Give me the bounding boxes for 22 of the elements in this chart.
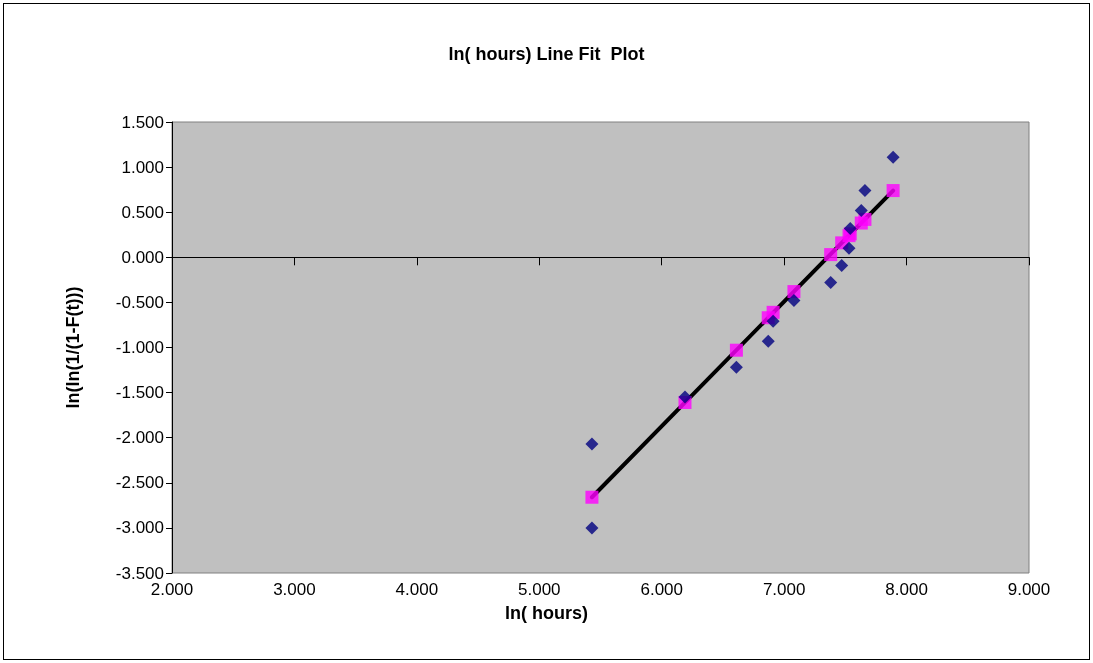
- x-tick-label: 9.000: [1007, 580, 1051, 599]
- y-tick-label: 0.500: [121, 202, 164, 222]
- y-tick-label: -3.000: [115, 518, 164, 538]
- y-tick-label: -3.500: [115, 563, 164, 583]
- y-tick-label: 1.500: [121, 112, 164, 132]
- y-axis-title: ln(ln(1/(1-F(t))): [63, 286, 83, 409]
- x-tick-label: 7.000: [762, 580, 806, 599]
- x-tick-label: 2.000: [150, 580, 194, 599]
- x-tick-label: 8.000: [885, 580, 928, 599]
- x-tick-label: 6.000: [640, 580, 683, 599]
- y-tick-label: 1.000: [121, 157, 164, 177]
- y-tick-label: -1.500: [115, 383, 164, 403]
- y-tick-label: -2.000: [115, 428, 164, 448]
- y-tick-label: -2.500: [115, 473, 164, 493]
- y-tick-label: -0.500: [115, 292, 164, 312]
- x-axis-title: ln( hours): [505, 603, 589, 623]
- y-tick-label: -1.000: [115, 338, 164, 357]
- chart-title: ln( hours) Line Fit Plot: [448, 44, 645, 64]
- y-tick-label: 0.000: [121, 247, 164, 267]
- x-tick-label: 3.000: [273, 580, 316, 599]
- x-tick-label: 5.000: [518, 580, 561, 599]
- x-tick-label: 4.000: [395, 580, 439, 599]
